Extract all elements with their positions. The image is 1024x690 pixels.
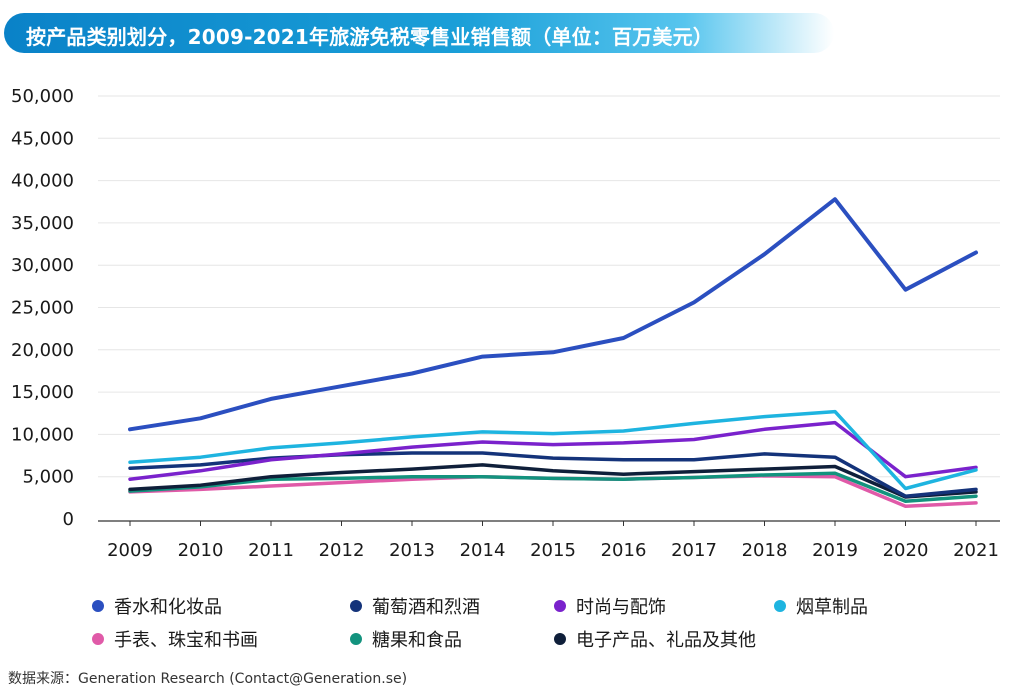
legend-marker-fashion-accessories [554, 600, 566, 612]
series-line-3 [128, 409, 978, 491]
y-tick-label: 35,000 [11, 213, 74, 234]
x-tick-label: 2020 [883, 540, 929, 561]
x-tick-label: 2019 [812, 540, 858, 561]
y-tick-label: 50,000 [11, 86, 74, 107]
legend: 香水和化妆品 葡萄酒和烈酒 时尚与配饰 烟草制品 手表、珠宝和书画 糖果和食品 … [0, 588, 1024, 658]
legend-item-electronics-gifts-other: 电子产品、礼品及其他 [554, 625, 756, 653]
x-tick-label: 2021 [953, 540, 999, 561]
legend-item-tobacco: 烟草制品 [774, 592, 868, 620]
title-banner: 按产品类别划分，2009-2021年旅游免税零售业销售额（单位：百万美元） [4, 13, 834, 53]
line-chart: 50,000 45,000 40,000 35,000 30,000 25,000 20,0… [11, 86, 1000, 561]
legend-label-watches-jewelry: 手表、珠宝和书画 [114, 630, 258, 651]
series-line-1 [128, 451, 978, 498]
y-tick-label: 0 [63, 509, 74, 530]
x-tick-label: 2018 [742, 540, 788, 561]
y-tick-label: 20,000 [11, 340, 74, 361]
x-tick-label: 2012 [319, 540, 365, 561]
legend-item-perfume-cosmetics: 香水和化妆品 [92, 592, 222, 620]
x-tick-label: 2014 [460, 540, 506, 561]
series-line-5 [128, 471, 978, 503]
series-line-2 [128, 420, 978, 481]
legend-item-wine-spirits: 葡萄酒和烈酒 [350, 592, 480, 620]
legend-item-watches-jewelry: 手表、珠宝和书画 [92, 625, 258, 653]
legend-marker-tobacco [774, 600, 786, 612]
source-note: 数据来源：Generation Research (Contact@Genera… [8, 671, 408, 687]
legend-marker-watches-jewelry [92, 633, 104, 645]
y-tick-label: 30,000 [11, 255, 74, 276]
y-tick-label: 45,000 [11, 128, 74, 149]
y-tick-label: 25,000 [11, 298, 74, 319]
y-tick-label: 10,000 [11, 424, 74, 445]
legend-label-electronics-gifts-other: 电子产品、礼品及其他 [576, 630, 756, 651]
legend-marker-electronics-gifts-other [554, 633, 566, 645]
x-tick-label: 2009 [107, 540, 153, 561]
chart-title: 按产品类别划分，2009-2021年旅游免税零售业销售额（单位：百万美元） [26, 25, 714, 49]
series-line-0 [128, 197, 978, 432]
y-tick-label: 5,000 [22, 467, 74, 488]
legend-label-wine-spirits: 葡萄酒和烈酒 [372, 597, 480, 618]
legend-item-confectionery-food: 糖果和食品 [350, 625, 462, 653]
x-tick-label: 2011 [248, 540, 294, 561]
y-tick-label: 40,000 [11, 171, 74, 192]
legend-label-tobacco: 烟草制品 [796, 597, 868, 618]
x-tick-label: 2010 [178, 540, 224, 561]
legend-item-fashion-accessories: 时尚与配饰 [554, 592, 666, 620]
legend-label-fashion-accessories: 时尚与配饰 [576, 597, 666, 618]
x-tick-label: 2015 [530, 540, 576, 561]
legend-marker-confectionery-food [350, 633, 362, 645]
legend-marker-perfume-cosmetics [92, 600, 104, 612]
legend-label-confectionery-food: 糖果和食品 [372, 630, 462, 651]
x-tick-label: 2016 [601, 540, 647, 561]
legend-label-perfume-cosmetics: 香水和化妆品 [114, 597, 222, 618]
series-line-6 [128, 463, 978, 499]
y-tick-label: 15,000 [11, 382, 74, 403]
x-tick-label: 2017 [671, 540, 717, 561]
x-tick-label: 2013 [389, 540, 435, 561]
legend-marker-wine-spirits [350, 600, 362, 612]
